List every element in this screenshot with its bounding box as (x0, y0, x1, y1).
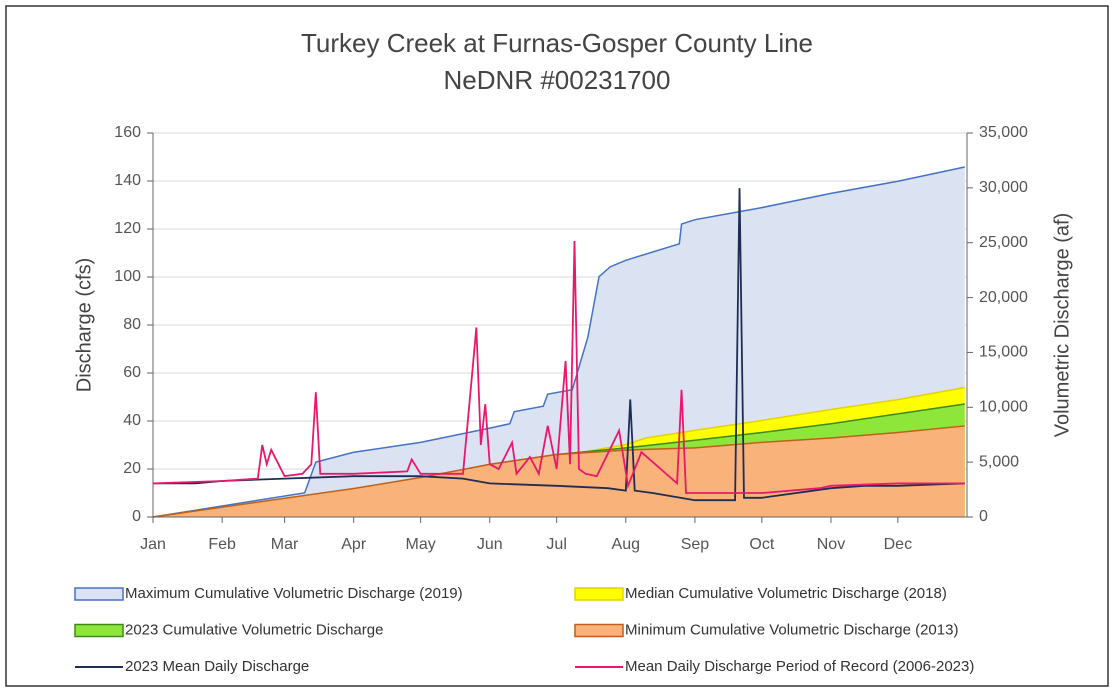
y2-tick-label: 10,000 (979, 399, 1028, 416)
x-tick-label: Feb (208, 536, 236, 553)
y-tick-label: 60 (123, 364, 141, 381)
x-tick-label: Oct (749, 536, 774, 553)
line (152, 240, 965, 494)
y-axis-label: Discharge (cfs) (73, 258, 95, 392)
y2-tick-label: 15,000 (979, 344, 1028, 361)
y-tick-label: 160 (114, 124, 141, 141)
y-tick-label: 100 (114, 268, 141, 285)
x-tick-label: May (405, 536, 435, 553)
chart-title: Turkey Creek at Furnas-Gosper County Lin… (301, 28, 813, 58)
legend-label: 2023 Mean Daily Discharge (125, 658, 309, 675)
x-tick-label: Nov (817, 536, 845, 553)
legend-label: Minimum Cumulative Volumetric Discharge … (625, 621, 958, 638)
chart-title: NeDNR #00231700 (444, 65, 671, 95)
y-tick-label: 80 (123, 316, 141, 333)
y2-tick-label: 30,000 (979, 179, 1028, 196)
legend-swatch (74, 587, 124, 601)
x-tick-label: Mar (271, 536, 299, 553)
y2-tick-label: 0 (979, 508, 988, 525)
y-tick-label: 40 (123, 412, 141, 429)
y-tick-label: 20 (123, 460, 141, 477)
legend-label: 2023 Cumulative Volumetric Discharge (125, 621, 383, 638)
x-tick-label: Apr (341, 536, 367, 553)
y2-tick-label: 25,000 (979, 234, 1028, 251)
area-line (152, 425, 965, 518)
line (153, 188, 965, 502)
x-tick-label: Dec (884, 536, 912, 553)
x-tick-label: Sep (681, 536, 710, 553)
legend-swatch (574, 623, 624, 638)
y2-tick-label: 35,000 (979, 124, 1028, 141)
legend-label: Mean Daily Discharge Period of Record (2… (625, 658, 974, 675)
y2-tick-label: 20,000 (979, 289, 1028, 306)
y2-axis-label: Volumetric Discharge (af) (1051, 213, 1073, 438)
y-tick-label: 0 (132, 508, 141, 525)
area (153, 425, 965, 517)
x-tick-label: Jan (140, 536, 166, 553)
legend-swatch (74, 623, 124, 638)
x-tick-label: Jun (477, 536, 503, 553)
y-tick-label: 120 (114, 220, 141, 237)
area-line (152, 166, 965, 518)
legend-label: Maximum Cumulative Volumetric Discharge … (125, 585, 463, 602)
legend-swatch (574, 587, 624, 601)
legend-label: Median Cumulative Volumetric Discharge (… (625, 585, 947, 602)
y2-tick-label: 5,000 (979, 453, 1019, 470)
x-tick-label: Aug (612, 536, 640, 553)
y-tick-label: 140 (114, 172, 141, 189)
x-tick-label: Jul (546, 536, 566, 553)
